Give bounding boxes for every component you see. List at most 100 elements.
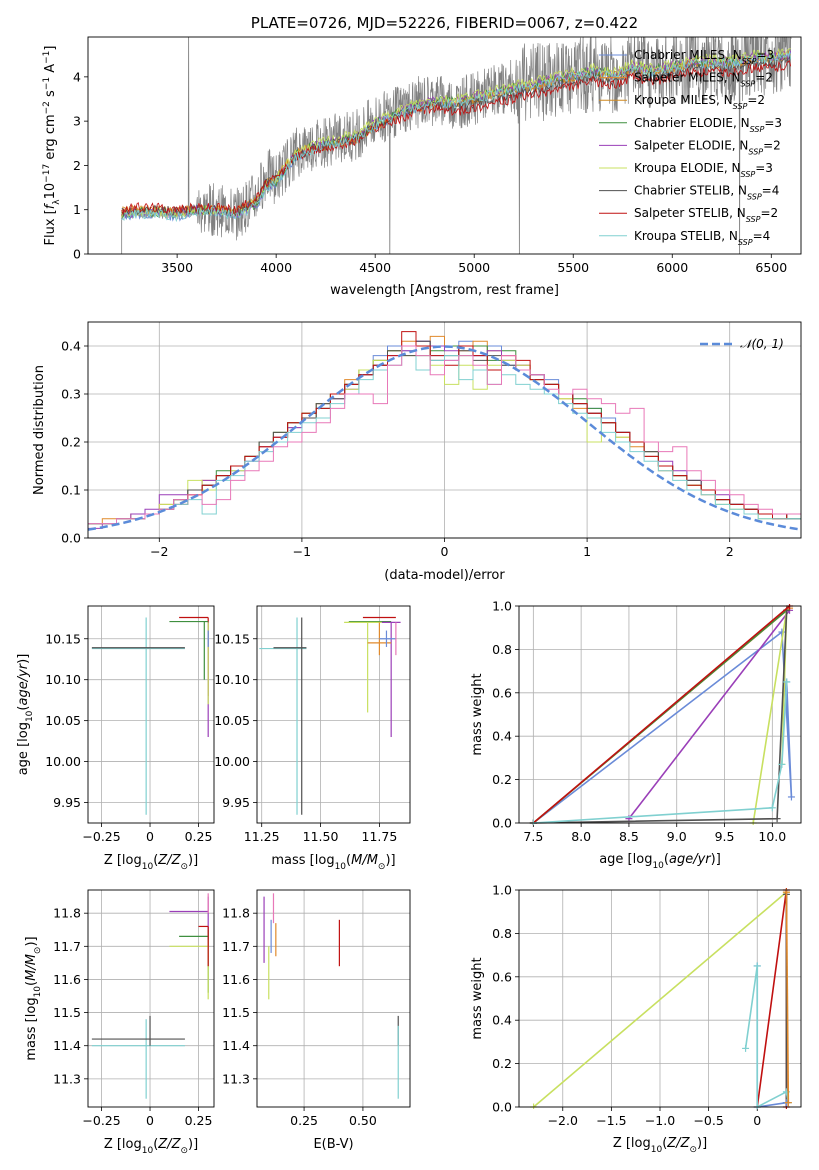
y-tick-label: 0.2 <box>492 1056 512 1071</box>
y-axis-label: mass weight <box>470 673 485 755</box>
errorbar-point <box>91 1015 185 1046</box>
y-tick-label: 9.95 <box>222 795 250 810</box>
legend-entry: Kroupa ELODIE, NSSP=3 <box>634 161 773 179</box>
mass-vs-metallicity-panel: −0.25 0 0.25 11.3 11.4 11.5 11.6 11.7 11.8 Z [log… <box>24 889 215 1156</box>
x-tick-label: −2 <box>150 544 168 559</box>
x-tick-label: 9.0 <box>667 829 687 844</box>
x-tick-label: 2 <box>726 544 734 559</box>
x-tick-label: 6500 <box>755 260 787 275</box>
spectrum-plot-area <box>121 37 792 254</box>
axes-frame <box>518 889 802 1108</box>
y-tick-label: 9.95 <box>53 795 81 810</box>
mass-weight-marker <box>783 678 791 686</box>
y-tick-label: 11.5 <box>53 1005 81 1020</box>
y-axis-label: Flux [fλ10−17 erg cm−2 s−1 A−1] <box>42 46 62 246</box>
x-axis-label: E(B-V) <box>313 1137 353 1152</box>
age-vs-mass-panel: 11.25 11.50 11.75 9.95 10.00 10.05 10.10 10.15 m… <box>214 605 411 872</box>
x-tick-label: 0 <box>146 829 154 844</box>
y-axis-label: age [log10(age/yr)] <box>16 654 35 776</box>
y-tick-label: 11.8 <box>53 906 81 921</box>
errorbar-point <box>169 620 209 680</box>
legend-entry: 𝒩(0, 1) <box>740 337 784 351</box>
x-axis-label: Z [log10(Z/Z⊙)] <box>613 1136 707 1155</box>
x-tick-label: 0.25 <box>185 1113 213 1128</box>
y-tick-label: 11.4 <box>53 1038 81 1053</box>
legend-entry: Salpeter ELODIE, NSSP=2 <box>634 138 781 156</box>
x-tick-label: 10.0 <box>758 829 786 844</box>
legend-entry: Salpeter MILES, NSSP=2 <box>634 71 773 89</box>
y-tick-label: 11.7 <box>53 939 81 954</box>
errorbar-point <box>169 896 209 947</box>
x-tick-label: 0 <box>753 1113 761 1128</box>
y-tick-label: 0.4 <box>61 339 81 354</box>
x-tick-label: 4000 <box>260 260 292 275</box>
y-tick-label: 0.6 <box>492 685 512 700</box>
errorbar-point <box>381 621 401 738</box>
x-axis-label: wavelength [Angstrom, rest frame] <box>330 283 559 298</box>
axes-frame <box>87 36 802 255</box>
y-tick-label: 2 <box>73 158 81 173</box>
errorbar-point <box>179 929 209 993</box>
y-tick-label: 10.15 <box>45 631 81 646</box>
weight-vs-age-panel: 7.5 8.0 8.5 9.0 9.5 10.0 0.0 0.2 0.4 0.6 0.8 1.0 age… <box>470 599 802 871</box>
axes-frame <box>256 889 411 1108</box>
legend-entry: Salpeter STELIB, NSSP=2 <box>634 206 778 224</box>
legend-entry: Chabrier STELIB, NSSP=4 <box>634 184 779 202</box>
mass-weight-line <box>756 965 787 1108</box>
errorbar-plot-area <box>91 616 209 815</box>
x-axis-label: mass [log10(M/M⊙)] <box>271 853 395 872</box>
y-tick-label: 3 <box>73 114 81 129</box>
errorbar-point <box>379 630 396 647</box>
x-tick-label: 0.50 <box>349 1113 377 1128</box>
mass-weight-marker <box>742 1044 750 1052</box>
y-tick-label: 11.4 <box>222 1038 250 1053</box>
mass-weight-marker <box>768 804 776 812</box>
y-tick-label: 11.7 <box>222 939 250 954</box>
legend-entry: Chabrier ELODIE, NSSP=3 <box>634 116 782 134</box>
residuals-panel: −2 −1 0 1 2 0.0 0.1 0.2 0.3 0.4 (data-model)/error… <box>32 321 802 583</box>
y-tick-label: 10.05 <box>214 713 250 728</box>
x-tick-label: 6000 <box>656 260 688 275</box>
axes-frame <box>256 605 411 824</box>
x-axis-label: age [log10(age/yr)] <box>599 852 721 871</box>
x-tick-label: 0.25 <box>185 829 213 844</box>
x-tick-label: 8.5 <box>619 829 639 844</box>
mass-weight-marker <box>778 760 786 768</box>
y-tick-label: 11.8 <box>222 906 250 921</box>
axes-frame <box>518 605 802 824</box>
y-tick-label: 11.6 <box>53 972 81 987</box>
y-tick-label: 10.05 <box>45 713 81 728</box>
x-tick-label: −0.25 <box>82 829 120 844</box>
x-tick-label: 7.5 <box>523 829 543 844</box>
x-tick-label: 11.25 <box>244 829 280 844</box>
y-tick-label: 1.0 <box>492 599 512 614</box>
y-tick-label: 11.6 <box>222 972 250 987</box>
x-axis-label: Z [log10(Z/Z⊙)] <box>104 853 198 872</box>
normal-distribution-curve <box>88 345 801 531</box>
x-tick-label: 4500 <box>359 260 391 275</box>
x-tick-label: −1 <box>293 544 311 559</box>
x-tick-label: 0 <box>441 544 449 559</box>
y-tick-label: 0.1 <box>61 483 81 498</box>
errorbar-plot-area <box>259 616 401 815</box>
y-axis-label: Normed distribution <box>32 365 47 495</box>
legend-entry: Kroupa MILES, NSSP=2 <box>634 93 765 111</box>
y-axis-label: mass weight <box>470 957 485 1039</box>
model-spectrum-line <box>121 51 792 223</box>
errorbar-plot-area <box>263 893 399 1099</box>
histogram-plot-area <box>88 331 801 531</box>
legend-entry: Chabrier MILES, NSSP=3 <box>634 48 774 66</box>
mass-weight-line <box>532 630 793 824</box>
model-spectrum-line <box>121 60 792 216</box>
y-tick-label: 0.2 <box>61 435 81 450</box>
y-tick-label: 0 <box>73 247 81 262</box>
y-axis-label: mass [log10(M/M⊙)] <box>24 936 43 1060</box>
x-tick-label: −1.0 <box>645 1113 675 1128</box>
y-tick-label: 0.2 <box>492 772 512 787</box>
errorbar-point <box>169 939 209 1000</box>
y-tick-label: 10.00 <box>45 754 81 769</box>
errorbar-point <box>91 617 185 815</box>
x-tick-label: −0.5 <box>693 1113 723 1128</box>
errorbar-point <box>344 621 382 713</box>
